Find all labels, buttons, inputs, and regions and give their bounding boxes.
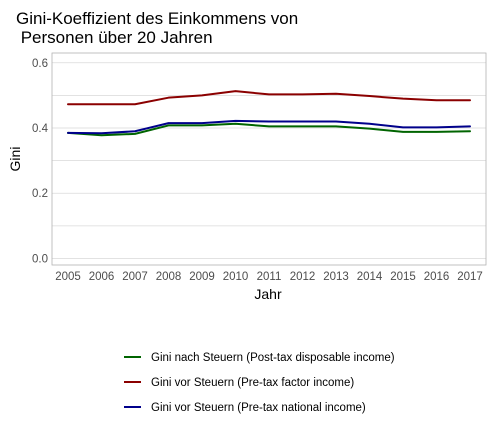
chart-title-line-1: Gini-Koeffizient des Einkommens von bbox=[16, 9, 298, 28]
x-tick-label: 2005 bbox=[55, 271, 81, 283]
legend-label: Gini vor Steuern (Pre-tax factor income) bbox=[151, 377, 354, 389]
x-tick-label: 2016 bbox=[424, 271, 450, 283]
x-tick-label: 2006 bbox=[89, 271, 115, 283]
y-tick-label: 0.6 bbox=[32, 58, 48, 70]
x-tick-label: 2007 bbox=[122, 271, 148, 283]
x-axis-ticks: 2005 2006 2007 2008 2009 2010 2011 2012 2013 2014… bbox=[55, 271, 483, 283]
x-tick-label: 2014 bbox=[357, 271, 383, 283]
y-axis-title: Gini bbox=[7, 147, 23, 172]
x-tick-label: 2015 bbox=[390, 271, 416, 283]
y-axis-ticks: 0.0 0.2 0.4 0.6 bbox=[32, 58, 49, 266]
series-line-1 bbox=[68, 124, 470, 135]
x-tick-label: 2017 bbox=[457, 271, 483, 283]
series-line-2 bbox=[68, 91, 470, 104]
x-tick-label: 2009 bbox=[189, 271, 215, 283]
y-tick-label: 0.4 bbox=[32, 123, 49, 135]
y-tick-label: 0.0 bbox=[32, 253, 48, 265]
series-lines bbox=[68, 91, 470, 135]
x-axis-title: Jahr bbox=[254, 286, 282, 302]
x-tick-label: 2008 bbox=[156, 271, 182, 283]
chart-title-line-2: Personen über 20 Jahren bbox=[16, 28, 213, 47]
y-tick-label: 0.2 bbox=[32, 188, 48, 200]
chart-title: Gini-Koeffizient des Einkommens von Pers… bbox=[16, 9, 298, 47]
plot-panel-border bbox=[52, 53, 486, 265]
x-tick-label: 2011 bbox=[257, 271, 282, 283]
legend: Gini nach Steuern (Post-tax disposable i… bbox=[124, 352, 395, 414]
legend-label: Gini nach Steuern (Post-tax disposable i… bbox=[151, 352, 395, 364]
x-tick-label: 2013 bbox=[323, 271, 349, 283]
x-tick-label: 2012 bbox=[290, 271, 316, 283]
gridlines bbox=[52, 63, 486, 259]
x-tick-label: 2010 bbox=[223, 271, 249, 283]
legend-label: Gini vor Steuern (Pre-tax national incom… bbox=[151, 402, 366, 414]
